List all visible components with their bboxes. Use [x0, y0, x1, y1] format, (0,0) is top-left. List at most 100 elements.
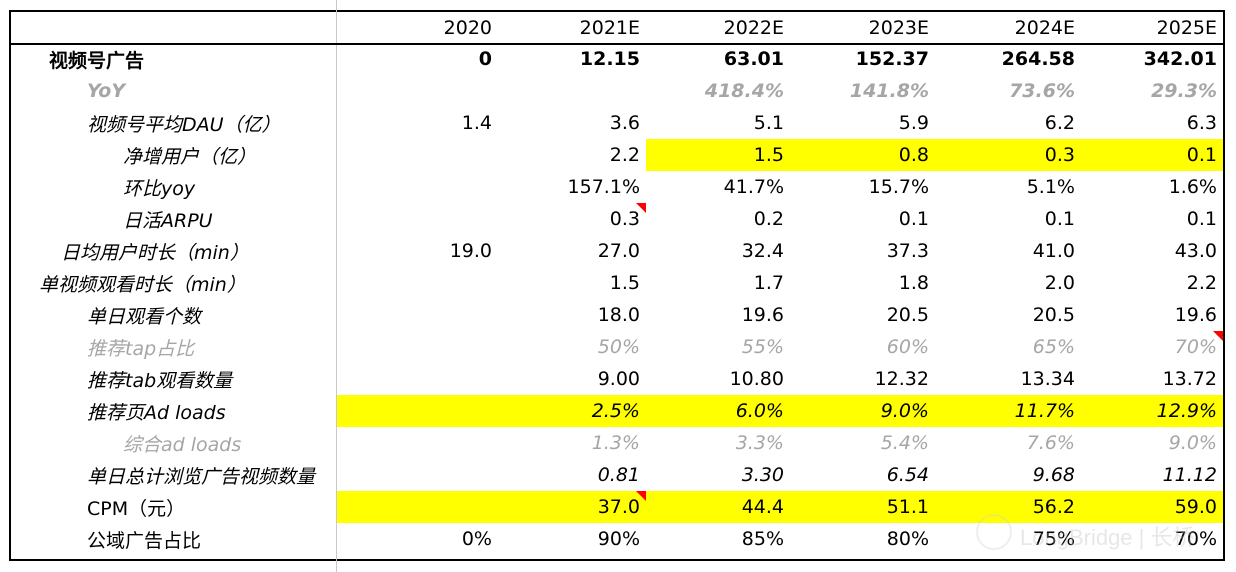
row-label: 公域广告占比	[87, 529, 202, 552]
cell: 1.4	[461, 112, 492, 134]
row-recommend-tap-share: 推荐tap占比 50% 55% 60% 65% 70%	[11, 331, 1223, 363]
cell: 264.58	[1001, 48, 1075, 70]
cell	[337, 171, 498, 203]
cell	[337, 331, 498, 363]
cell: 152.37	[855, 48, 929, 70]
cell: 1.6%	[1168, 176, 1217, 198]
cell: 19.6	[1174, 304, 1217, 326]
row-daily-views: 单日观看个数 18.0 19.6 20.5 20.5 19.6	[11, 299, 1223, 331]
cell: 50%	[597, 336, 640, 358]
row-label: 单日总计浏览广告视频数量	[87, 465, 316, 488]
cell: 2.2	[609, 144, 640, 166]
cell: 13.72	[1162, 368, 1217, 390]
watermark: LongBridge | 长桥	[976, 512, 1226, 552]
cell: 9.00	[597, 368, 640, 390]
comment-flag-icon[interactable]	[1213, 331, 1223, 341]
row-label: 单日观看个数	[87, 305, 202, 328]
year-2022e: 2022E	[723, 16, 784, 39]
watermark-text: LongBridge | 长桥	[1020, 525, 1195, 550]
cell-highlighted: 51.1	[790, 491, 935, 523]
cell: 6.54	[886, 464, 929, 486]
cell: 29.3%	[1151, 80, 1217, 102]
cell-with-comment: 37.0	[498, 491, 646, 523]
cell: 9.68	[1032, 464, 1075, 486]
cell	[337, 459, 498, 491]
row-daily-arpu: 日活ARPU 0.3 0.2 0.1 0.1 0.1	[11, 203, 1223, 235]
cell: 1.3%	[591, 432, 640, 454]
forecast-table: 2020 2021E 2022E 2023E 2024E 2025E 视频号广告…	[11, 12, 1223, 555]
cell: 18.0	[597, 304, 640, 326]
row-cpm: CPM（元） 37.0 44.4 51.1 56.2 59.0	[11, 491, 1223, 523]
row-label: 净增用户（亿）	[123, 145, 257, 168]
row-daily-ad-videos: 单日总计浏览广告视频数量 0.81 3.30 6.54 9.68 11.12	[11, 459, 1223, 491]
row-label: 单视频观看时长（min）	[39, 273, 246, 296]
cell: 6.3	[1186, 112, 1217, 134]
cell: 43.0	[1174, 240, 1217, 262]
cell-value: 0.3	[609, 208, 640, 230]
row-label: YoY	[87, 80, 126, 102]
cell: 7.6%	[1026, 432, 1075, 454]
row-label: 视频号平均DAU（亿）	[87, 113, 281, 136]
row-avg-dau: 视频号平均DAU（亿） 1.4 3.6 5.1 5.9 6.2 6.3	[11, 107, 1223, 139]
year-2021e: 2021E	[579, 16, 640, 39]
cell: 1.7	[753, 272, 784, 294]
cell: 80%	[886, 528, 929, 550]
cell: 37.3	[886, 240, 929, 262]
cell: 5.9	[898, 112, 929, 134]
cell: 1.8	[898, 272, 929, 294]
cell-value: 37.0	[597, 496, 640, 518]
cell: 20.5	[1032, 304, 1075, 326]
cell: 15.7%	[868, 176, 929, 198]
cell: 60%	[886, 336, 929, 358]
cell	[337, 75, 498, 107]
cell-highlighted: 6.0%	[646, 395, 790, 427]
cell: 41.7%	[723, 176, 784, 198]
cell: 65%	[1032, 336, 1075, 358]
cell: 5.1%	[1026, 176, 1075, 198]
cell: 3.6	[609, 112, 640, 134]
cell-highlighted: 0.1	[1081, 139, 1223, 171]
row-single-video-time: 单视频观看时长（min） 1.5 1.7 1.8 2.0 2.2	[11, 267, 1223, 299]
comment-flag-icon[interactable]	[636, 491, 646, 501]
row-label: 综合ad loads	[123, 433, 242, 456]
cell: 73.6%	[1009, 80, 1075, 102]
cell: 75%	[1032, 528, 1075, 550]
row-mom-yoy: 环比yoy 157.1% 41.7% 15.7% 5.1% 1.6%	[11, 171, 1223, 203]
cell: 5.1	[753, 112, 784, 134]
comment-flag-icon[interactable]	[636, 203, 646, 213]
year-2020: 2020	[443, 16, 492, 39]
cell: 19.6	[741, 304, 784, 326]
column-divider	[336, 0, 337, 572]
year-2023e: 2023E	[868, 16, 929, 39]
row-label: 推荐tap占比	[87, 337, 195, 360]
cell: 19.0	[449, 240, 492, 262]
cell: 1.5	[609, 272, 640, 294]
cell: 90%	[597, 528, 640, 550]
cell: 3.3%	[735, 432, 784, 454]
cell	[337, 427, 498, 459]
cell	[337, 139, 498, 171]
cell: 70%	[1174, 528, 1217, 550]
cell-highlighted	[337, 395, 498, 427]
row-label: 环比yoy	[123, 177, 196, 200]
cell-highlighted: 56.2	[935, 491, 1081, 523]
cell-highlighted: 12.9%	[1081, 395, 1223, 427]
header-rule	[9, 43, 1225, 45]
cell: 55%	[741, 336, 784, 358]
row-label: 推荐tab观看数量	[87, 369, 233, 392]
cell-highlighted: 2.5%	[498, 395, 646, 427]
row-label: 日活ARPU	[123, 209, 213, 232]
cell	[337, 267, 498, 299]
cell: 0.1	[1044, 208, 1075, 230]
cell: 6.2	[1044, 112, 1075, 134]
cell: 2.0	[1044, 272, 1075, 294]
cell-value: 70%	[1174, 336, 1217, 358]
cell: 0.1	[898, 208, 929, 230]
row-overall-ad-loads: 综合ad loads 1.3% 3.3% 5.4% 7.6% 9.0%	[11, 427, 1223, 459]
cell-with-comment: 0.3	[498, 203, 646, 235]
row-label: 视频号广告	[49, 49, 145, 72]
row-label: 推荐页Ad loads	[87, 401, 226, 424]
cell: 20.5	[886, 304, 929, 326]
cell: 12.32	[874, 368, 929, 390]
cell: 0.1	[1186, 208, 1217, 230]
